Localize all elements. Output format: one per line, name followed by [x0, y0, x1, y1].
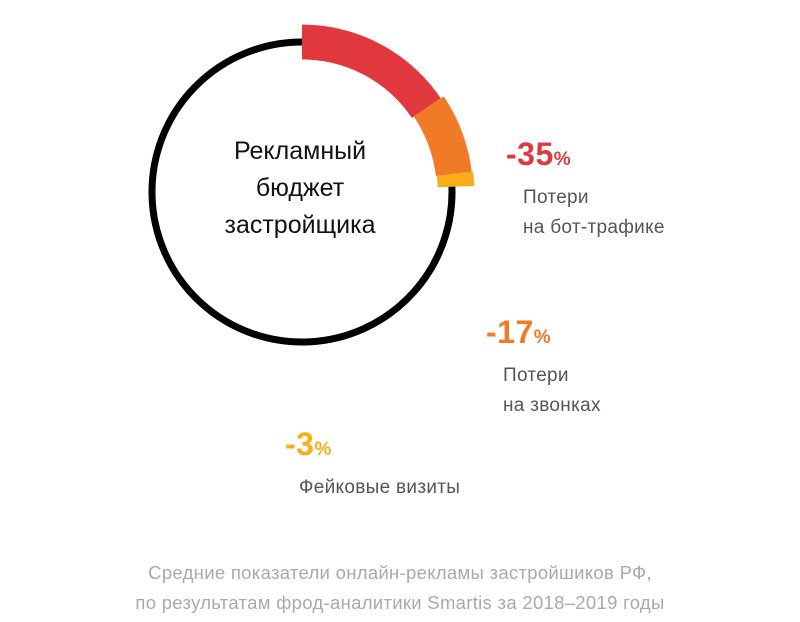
- calls-description: Потери на звонках: [503, 361, 601, 421]
- bot-traffic-percent: -35%: [506, 137, 665, 177]
- calls-label: -17% Потери на звонках: [486, 315, 601, 421]
- center-title-line-3: застройщика: [224, 211, 376, 239]
- calls-unit: %: [533, 327, 551, 348]
- calls-value: -17: [486, 314, 534, 350]
- bot-traffic-value: -35: [506, 136, 554, 172]
- fake-visits-label: -3% Фейковые визиты: [285, 427, 460, 503]
- center-title-line-1: Рекламный: [233, 137, 367, 165]
- bot-traffic-segment: [302, 24, 441, 118]
- fake-visits-value: -3: [285, 426, 315, 462]
- calls-segment: [413, 96, 472, 177]
- bot-traffic-desc-line-2: на бот-трафике: [523, 217, 665, 238]
- fake-visits-desc-line-1: Фейковые визиты: [299, 477, 461, 498]
- fake-visits-percent: -3%: [285, 427, 460, 467]
- calls-desc-line-2: на звонках: [503, 395, 601, 416]
- bot-traffic-desc-line-1: Потери: [523, 187, 589, 208]
- center-title-line-2: бюджет: [255, 174, 345, 202]
- footnote-line-2: по результатам фрод-аналитики Smartis за…: [135, 592, 665, 613]
- bot-traffic-description: Потери на бот-трафике: [523, 183, 665, 243]
- fake-visits-unit: %: [314, 439, 332, 460]
- bot-traffic-unit: %: [553, 149, 571, 170]
- fake-visits-segment: [436, 171, 475, 188]
- fake-visits-description: Фейковые визиты: [299, 473, 460, 503]
- chart-center-title: Рекламный бюджет застройщика: [185, 133, 415, 244]
- remaining-budget-ring: [148, 38, 456, 346]
- calls-percent: -17%: [486, 315, 601, 355]
- chart-footnote: Средние показатели онлайн-рекламы застро…: [0, 558, 800, 618]
- calls-desc-line-1: Потери: [503, 365, 569, 386]
- footnote-line-1: Средние показатели онлайн-рекламы застро…: [148, 562, 652, 583]
- bot-traffic-label: -35% Потери на бот-трафике: [506, 137, 665, 243]
